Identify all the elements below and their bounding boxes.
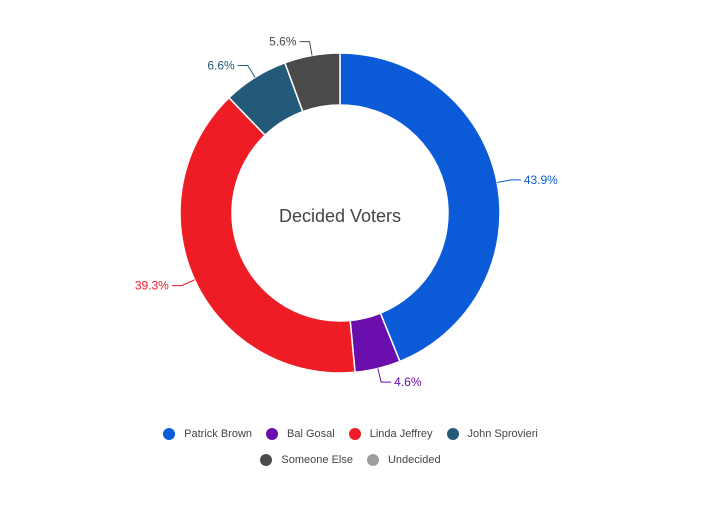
legend-swatch-icon — [260, 454, 273, 466]
donut-slices — [179, 52, 501, 374]
data-label-patrick-brown: 43.9% — [524, 173, 558, 187]
legend-item-bal-gosal[interactable]: Bal Gosal — [266, 428, 335, 440]
data-label-john-sprovieri: 6.6% — [207, 59, 235, 73]
legend-swatch-icon — [348, 428, 361, 440]
leader-line-bal-gosal — [377, 368, 392, 383]
leader-line-john-sprovieri — [237, 65, 256, 78]
legend-item-someone-else[interactable]: Someone Else — [260, 454, 353, 466]
data-label-someone-else: 5.6% — [269, 35, 297, 49]
legend-row: Someone Else Undecided — [0, 454, 701, 466]
slice-patrick-brown — [339, 52, 501, 363]
data-label-linda-jeffrey: 39.3% — [135, 279, 169, 293]
legend-label: Someone Else — [281, 454, 353, 466]
slice-labels: 43.9% 4.6% 39.3% 6.6% 5.6% — [135, 35, 558, 389]
leader-line-linda-jeffrey — [171, 279, 195, 287]
legend-swatch-icon — [163, 428, 176, 440]
legend: Patrick Brown Bal Gosal Linda Jeffrey John … — [0, 428, 701, 480]
legend-label: Linda Jeffrey — [369, 428, 433, 440]
donut-chart: 43.9% 4.6% 39.3% 6.6% 5.6% Decided Voters — [135, 35, 558, 389]
legend-item-john-sprovieri[interactable]: John Sprovieri — [446, 428, 538, 440]
legend-label: Undecided — [387, 454, 441, 466]
legend-item-linda-jeffrey[interactable]: Linda Jeffrey — [348, 428, 433, 440]
legend-label: John Sprovieri — [467, 428, 538, 440]
center-label: Decided Voters — [279, 206, 401, 226]
legend-row: Patrick Brown Bal Gosal Linda Jeffrey John … — [0, 428, 701, 440]
legend-label: Patrick Brown — [184, 428, 253, 440]
legend-swatch-icon — [266, 428, 279, 440]
leader-line-patrick-brown — [496, 179, 521, 184]
slice-linda-jeffrey — [179, 96, 356, 374]
data-label-bal-gosal: 4.6% — [394, 375, 422, 389]
legend-item-patrick-brown[interactable]: Patrick Brown — [163, 428, 252, 440]
legend-label: Bal Gosal — [287, 428, 335, 440]
leader-line-someone-else — [299, 41, 313, 56]
slice-someone-else — [283, 52, 341, 113]
legend-item-undecided[interactable]: Undecided — [366, 454, 441, 466]
legend-swatch-icon — [446, 428, 459, 440]
legend-swatch-icon — [366, 454, 379, 466]
